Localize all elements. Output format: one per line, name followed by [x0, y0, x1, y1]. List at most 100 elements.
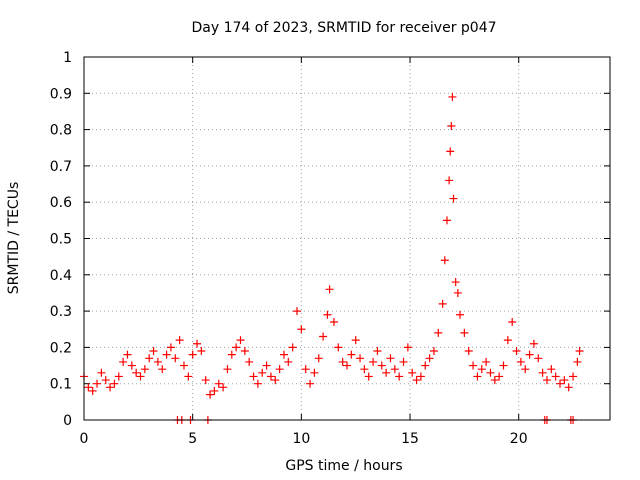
data-point: [408, 368, 417, 377]
data-point: [136, 372, 145, 381]
data-point: [538, 368, 547, 377]
data-point: [93, 379, 102, 388]
data-point: [145, 354, 154, 363]
data-point: [347, 350, 356, 359]
data-point: [573, 357, 582, 366]
y-tick-label: 1: [63, 50, 72, 66]
data-point: [325, 285, 334, 294]
x-tick-label: 15: [401, 431, 419, 447]
y-tick-label: 0.2: [50, 340, 72, 356]
data-point: [508, 317, 517, 326]
data-point: [421, 361, 430, 370]
data-point: [390, 365, 399, 374]
data-point: [293, 307, 302, 316]
data-point: [197, 347, 206, 356]
data-point: [460, 328, 469, 337]
y-tick-label: 0.1: [50, 377, 72, 393]
data-point: [534, 354, 543, 363]
data-point: [448, 92, 457, 101]
data-point: [275, 365, 284, 374]
x-tick-label: 5: [188, 431, 197, 447]
data-point: [490, 376, 499, 385]
data-point: [373, 347, 382, 356]
data-point: [482, 357, 491, 366]
data-point: [84, 383, 93, 392]
data-point: [262, 361, 271, 370]
data-point: [425, 354, 434, 363]
data-point: [442, 216, 451, 225]
data-point: [386, 354, 395, 363]
data-point: [288, 343, 297, 352]
data-point: [193, 339, 202, 348]
data-point: [525, 350, 534, 359]
data-point: [306, 379, 315, 388]
data-point: [503, 336, 512, 345]
data-point: [271, 376, 280, 385]
data-point: [258, 368, 267, 377]
data-point: [245, 357, 254, 366]
plot-frame: [83, 56, 611, 421]
data-point: [179, 361, 188, 370]
y-tick-label: 0.9: [50, 86, 72, 102]
data-point: [249, 372, 258, 381]
data-point: [364, 372, 373, 381]
data-point: [529, 339, 538, 348]
data-point: [223, 365, 232, 374]
data-point: [279, 350, 288, 359]
data-point: [140, 365, 149, 374]
data-point: [477, 365, 486, 374]
data-point: [206, 390, 215, 399]
data-point: [351, 336, 360, 345]
data-point: [319, 332, 328, 341]
data-point: [551, 372, 560, 381]
data-point: [521, 365, 530, 374]
data-point: [403, 343, 412, 352]
data-point: [97, 368, 106, 377]
data-point: [575, 347, 584, 356]
data-point: [473, 372, 482, 381]
y-tick-label: 0.7: [50, 159, 72, 175]
y-tick-label: 0.3: [50, 304, 72, 320]
data-point: [123, 350, 132, 359]
data-point: [542, 376, 551, 385]
data-point: [323, 310, 332, 319]
y-tick-label: 0.8: [50, 123, 72, 139]
data-point: [219, 383, 228, 392]
data-point: [564, 383, 573, 392]
data-point: [556, 379, 565, 388]
data-point: [114, 372, 123, 381]
data-point: [469, 361, 478, 370]
data-point: [377, 361, 386, 370]
data-point: [495, 372, 504, 381]
y-tick-label: 0.4: [50, 268, 72, 284]
data-point: [329, 317, 338, 326]
data-point: [382, 368, 391, 377]
data-point: [395, 372, 404, 381]
data-point: [369, 357, 378, 366]
data-point: [356, 354, 365, 363]
data-point: [310, 368, 319, 377]
y-tick-label: 0: [63, 413, 72, 429]
data-point: [499, 361, 508, 370]
data-point: [171, 354, 180, 363]
data-point: [447, 121, 456, 130]
data-point: [232, 343, 241, 352]
x-tick-label: 0: [80, 431, 89, 447]
data-point: [446, 147, 455, 156]
data-point: [512, 347, 521, 356]
x-axis-title: GPS time / hours: [285, 458, 402, 474]
data-point: [334, 343, 343, 352]
data-point: [253, 379, 262, 388]
data-point: [464, 347, 473, 356]
data-point: [434, 328, 443, 337]
data-point: [297, 325, 306, 334]
data-point: [214, 379, 223, 388]
data-point: [456, 310, 465, 319]
data-point: [127, 361, 136, 370]
data-point: [412, 376, 421, 385]
data-point: [314, 354, 323, 363]
data-point: [416, 372, 425, 381]
data-point: [438, 299, 447, 308]
